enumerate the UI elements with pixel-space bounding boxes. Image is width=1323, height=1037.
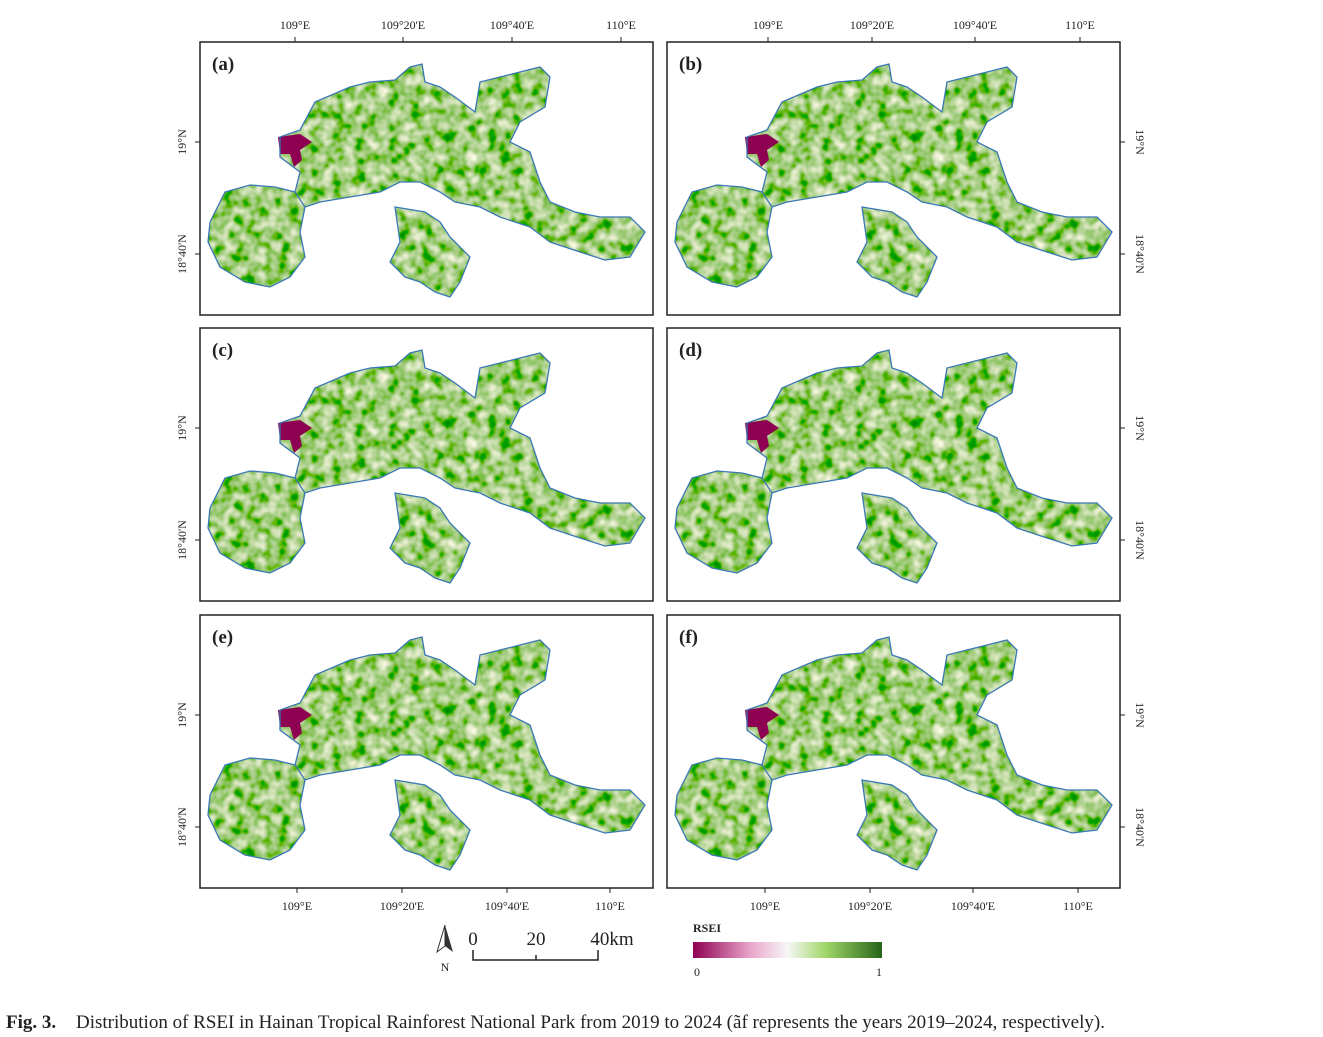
panel-label: (c) bbox=[212, 340, 233, 361]
panel-label: (f) bbox=[679, 627, 698, 648]
lat-label: 18°40'N bbox=[1133, 520, 1147, 560]
lon-label: 109°20'E bbox=[848, 899, 892, 913]
lon-label: 109°E bbox=[750, 899, 780, 913]
park-boundary bbox=[207, 349, 646, 584]
map-panel: (d) bbox=[666, 327, 1121, 602]
lon-label: 109°40'E bbox=[490, 18, 534, 32]
park-boundary bbox=[207, 636, 646, 871]
park-area bbox=[675, 637, 1112, 870]
lon-label: 109°20'E bbox=[380, 899, 424, 913]
degraded-area bbox=[278, 420, 312, 453]
lat-label: 19°N bbox=[1133, 129, 1147, 155]
degraded-area bbox=[745, 134, 779, 167]
lon-label: 109°E bbox=[280, 18, 310, 32]
degraded-area bbox=[745, 420, 779, 453]
lat-label: 19°N bbox=[175, 129, 189, 155]
lat-label: 19°N bbox=[1133, 415, 1147, 441]
lat-label: 19°N bbox=[175, 415, 189, 441]
map-panel: (c) bbox=[199, 327, 654, 602]
map-panel: (f) bbox=[666, 614, 1121, 889]
color-bar bbox=[693, 942, 882, 958]
legend: RSEI 0 1 bbox=[693, 921, 882, 979]
panel-label: (d) bbox=[679, 340, 702, 361]
lat-label: 18°40'N bbox=[175, 234, 189, 274]
lon-label: 110°E bbox=[595, 899, 625, 913]
caption-label: Fig. 3. bbox=[6, 1012, 56, 1033]
legend-title: RSEI bbox=[693, 921, 721, 935]
lat-label: 18°40'N bbox=[1133, 807, 1147, 847]
lon-label: 109°40'E bbox=[485, 899, 529, 913]
lon-label: 110°E bbox=[1063, 899, 1093, 913]
scale-line bbox=[472, 950, 599, 961]
map-panel: (e) bbox=[199, 614, 654, 889]
lat-label: 19°N bbox=[175, 702, 189, 728]
legend-max: 1 bbox=[876, 965, 882, 979]
lat-label: 19°N bbox=[1133, 702, 1147, 728]
scale-label: 0 bbox=[468, 929, 478, 950]
lon-label: 110°E bbox=[1065, 18, 1095, 32]
panel-label: (b) bbox=[679, 54, 702, 75]
lon-label: 109°20'E bbox=[850, 18, 894, 32]
park-area bbox=[208, 350, 645, 583]
scale-label: 40km bbox=[590, 929, 634, 950]
degraded-area bbox=[745, 707, 779, 740]
legend-min: 0 bbox=[694, 965, 700, 979]
park-area bbox=[208, 64, 645, 297]
lat-label: 18°40'N bbox=[175, 520, 189, 560]
scale-label: 20 bbox=[527, 929, 546, 950]
map-panel: (b) bbox=[666, 41, 1121, 316]
lon-label: 109°40'E bbox=[953, 18, 997, 32]
panel-label: (e) bbox=[212, 627, 233, 648]
park-area bbox=[675, 350, 1112, 583]
north-arrow bbox=[445, 925, 453, 952]
degraded-area bbox=[278, 134, 312, 167]
park-boundary bbox=[674, 349, 1113, 584]
park-area bbox=[208, 637, 645, 870]
north-label: N bbox=[441, 960, 450, 974]
north-arrow bbox=[436, 924, 446, 954]
panel-label: (a) bbox=[212, 54, 234, 75]
map-panel: (a) bbox=[199, 41, 654, 316]
caption-text: Distribution of RSEI in Hainan Tropical … bbox=[76, 1012, 1105, 1033]
lon-label: 109°40'E bbox=[951, 899, 995, 913]
lat-label: 18°40'N bbox=[1133, 234, 1147, 274]
park-boundary bbox=[207, 63, 646, 298]
scale-bar: N 0 20 40km bbox=[436, 924, 634, 974]
lon-label: 109°20'E bbox=[381, 18, 425, 32]
park-boundary bbox=[674, 63, 1113, 298]
lon-label: 109°E bbox=[282, 899, 312, 913]
park-area bbox=[675, 64, 1112, 297]
lat-label: 18°40'N bbox=[175, 807, 189, 847]
park-boundary bbox=[674, 636, 1113, 871]
lon-label: 110°E bbox=[606, 18, 636, 32]
degraded-area bbox=[278, 707, 312, 740]
lon-label: 109°E bbox=[753, 18, 783, 32]
